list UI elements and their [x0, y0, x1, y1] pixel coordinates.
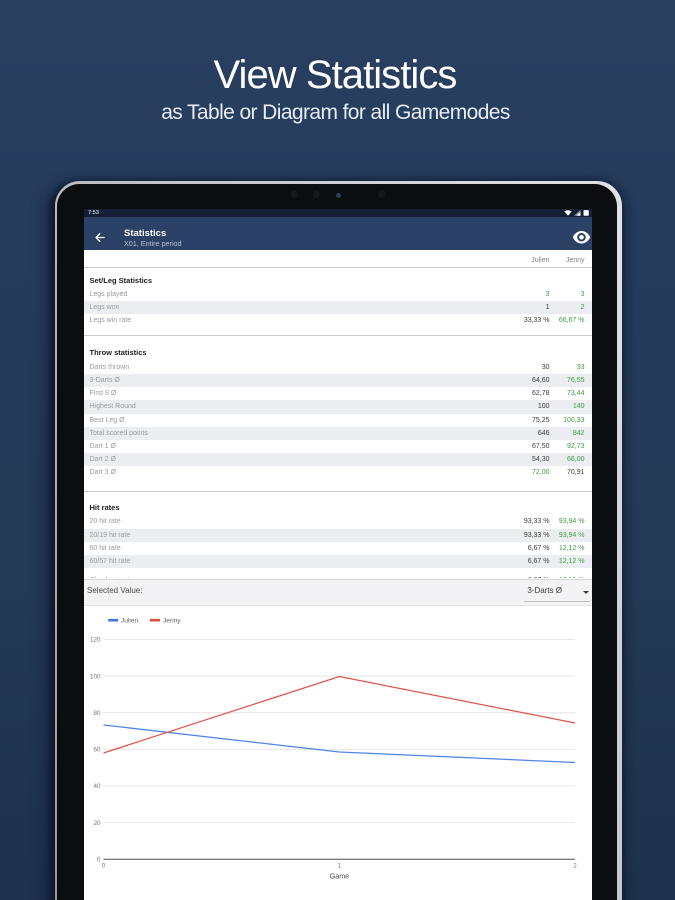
- svg-text:2: 2: [573, 863, 577, 870]
- svg-text:40: 40: [93, 783, 101, 790]
- svg-text:0: 0: [101, 863, 105, 870]
- svg-text:Game: Game: [329, 872, 349, 881]
- svg-text:Jenny: Jenny: [163, 617, 181, 624]
- svg-text:20: 20: [93, 820, 101, 827]
- svg-text:0: 0: [96, 857, 100, 864]
- svg-text:80: 80: [93, 710, 101, 717]
- svg-text:120: 120: [89, 637, 100, 644]
- svg-text:100: 100: [89, 673, 100, 680]
- svg-text:1: 1: [337, 863, 341, 870]
- svg-text:Julien: Julien: [121, 617, 139, 624]
- svg-text:60: 60: [93, 747, 101, 754]
